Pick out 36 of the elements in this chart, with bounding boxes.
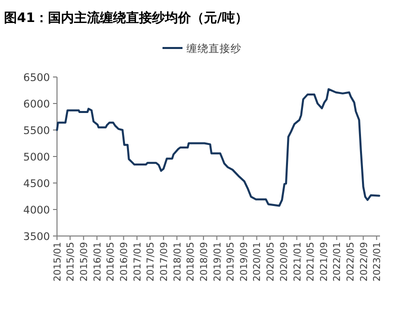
x-tick-label: 2016/01 bbox=[92, 242, 104, 282]
x-tick-label: 2019/09 bbox=[238, 242, 250, 282]
x-tick-label: 2016/09 bbox=[119, 242, 130, 282]
x-tick-label: 2021/05 bbox=[305, 242, 316, 282]
x-tick-label: 2022/01 bbox=[332, 242, 344, 282]
x-tick-label: 2019/05 bbox=[225, 242, 236, 282]
x-tick-label: 2017/09 bbox=[159, 242, 170, 282]
x-tick-label: 2021/01 bbox=[292, 242, 304, 282]
x-tick-label: 2018/01 bbox=[172, 242, 184, 282]
x-tick-label: 2023/01 bbox=[372, 242, 384, 282]
x-tick-label: 2020/05 bbox=[265, 242, 276, 282]
x-tick-label: 2017/01 bbox=[132, 242, 144, 282]
x-tick-label: 2015/05 bbox=[66, 242, 77, 282]
x-tick-label: 2020/01 bbox=[252, 242, 264, 282]
x-tick-label: 2016/05 bbox=[106, 242, 117, 282]
legend-label: 缠绕直接纱 bbox=[186, 42, 242, 55]
y-tick-label: 6000 bbox=[23, 98, 50, 110]
x-tick-label: 2017/05 bbox=[146, 242, 157, 282]
line-series bbox=[56, 88, 380, 207]
x-tick-label: 2019/01 bbox=[212, 242, 224, 282]
y-tick-label: 5500 bbox=[23, 125, 50, 137]
y-tick-label: 6500 bbox=[23, 72, 50, 84]
y-tick-label: 3500 bbox=[23, 231, 50, 243]
x-tick-label: 2018/05 bbox=[186, 242, 197, 282]
legend: 缠绕直接纱 bbox=[162, 43, 242, 55]
x-tick-label: 2015/01 bbox=[52, 242, 64, 282]
y-tick-label: 5000 bbox=[23, 152, 50, 164]
x-tick-label: 2015/09 bbox=[79, 242, 90, 282]
x-tick-label: 2018/09 bbox=[198, 242, 210, 282]
x-tick-label: 2022/05 bbox=[345, 242, 356, 282]
chart-title: 图41：国内主流缠绕直接纱均价（元/吨） bbox=[4, 10, 248, 26]
y-tick-label: 4500 bbox=[23, 178, 50, 190]
x-tick-label: 2021/09 bbox=[318, 242, 330, 282]
x-tick-label: 2020/09 bbox=[278, 242, 290, 282]
x-tick-label: 2022/09 bbox=[358, 242, 370, 282]
y-tick-label: 4000 bbox=[23, 204, 50, 216]
